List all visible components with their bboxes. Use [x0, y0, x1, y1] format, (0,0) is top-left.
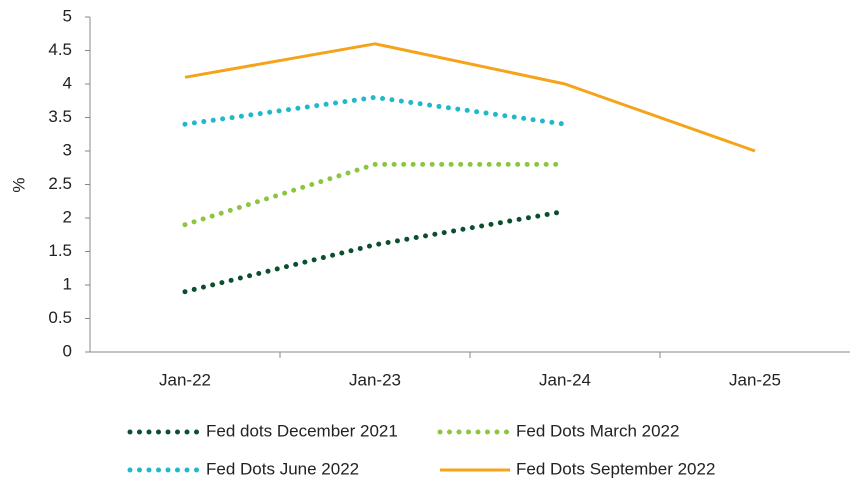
y-tick-label: 2.5: [48, 174, 72, 193]
y-tick-label: 0.5: [48, 308, 72, 327]
series-line: [182, 94, 568, 127]
y-tick-label: 4: [63, 73, 72, 92]
series-line: [184, 42, 756, 153]
series-line: [182, 161, 568, 228]
y-tick-label: 4.5: [48, 40, 72, 59]
y-tick-label: 2: [63, 207, 72, 226]
y-tick-label: 1.5: [48, 241, 72, 260]
y-axis-label: %: [9, 177, 28, 192]
y-tick-label: 5: [63, 6, 72, 25]
y-tick-label: 3: [63, 140, 72, 159]
y-tick-label: 0: [63, 341, 72, 360]
x-tick-label: Jan-23: [349, 370, 401, 389]
legend-label: Fed Dots March 2022: [516, 421, 679, 440]
x-tick-label: Jan-22: [159, 370, 211, 389]
x-tick-label: Jan-24: [539, 370, 591, 389]
x-tick-label: Jan-25: [729, 370, 781, 389]
y-tick-label: 3.5: [48, 107, 72, 126]
legend-label: Fed Dots September 2022: [516, 459, 715, 478]
legend-label: Fed Dots June 2022: [206, 459, 359, 478]
y-tick-label: 1: [63, 274, 72, 293]
legend-label: Fed dots December 2021: [206, 421, 398, 440]
series-line: [182, 208, 568, 295]
